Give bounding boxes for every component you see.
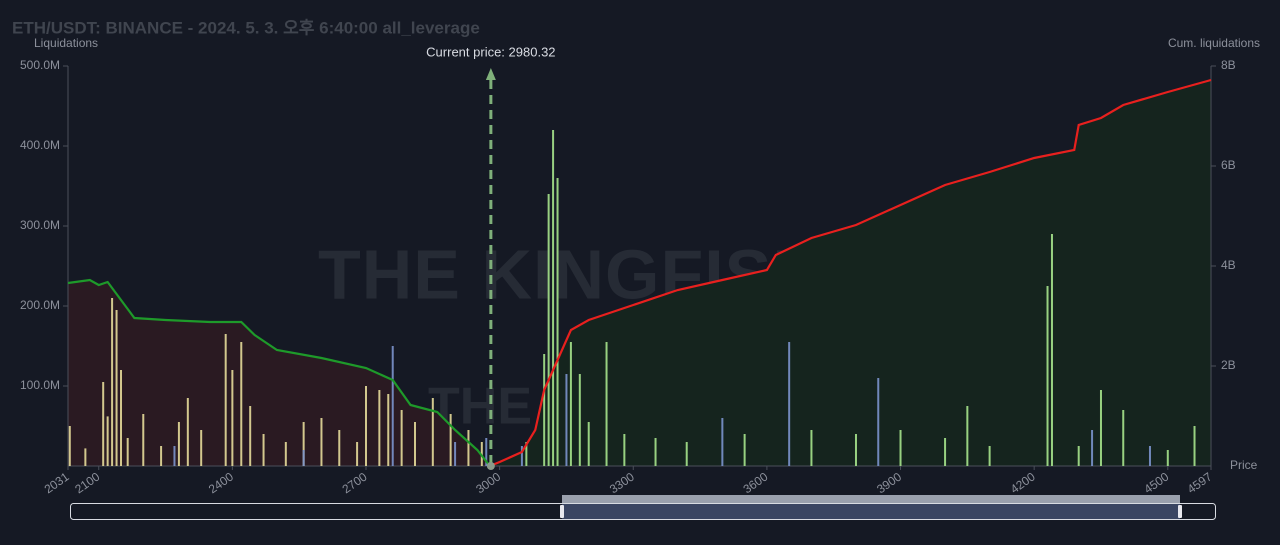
bar	[899, 430, 902, 466]
chart-title: ETH/USDT: BINANCE - 2024. 5. 3. 오후 6:40:…	[12, 17, 480, 37]
bar	[302, 450, 305, 466]
bar	[284, 442, 287, 466]
current-price-arrowhead	[485, 68, 496, 80]
bar	[1193, 426, 1196, 466]
bar	[966, 406, 969, 466]
slider-handle[interactable]	[560, 505, 564, 518]
cum-line	[67, 278, 491, 467]
range-slider[interactable]	[70, 495, 1216, 520]
slider-drag-bar[interactable]	[562, 495, 1180, 503]
current-price-dot	[486, 462, 495, 470]
y-tick-label: 100.0M	[20, 378, 60, 392]
bar	[988, 446, 991, 466]
bar	[338, 430, 341, 466]
bar	[413, 422, 416, 466]
bar	[721, 418, 724, 466]
bar	[302, 422, 305, 466]
bar	[547, 194, 550, 466]
bar	[565, 374, 568, 466]
slider-selection[interactable]	[562, 504, 1180, 519]
bar	[854, 434, 857, 466]
bar	[743, 434, 746, 466]
bar	[556, 178, 559, 466]
bar	[449, 414, 452, 466]
bar	[543, 354, 546, 466]
bar	[84, 448, 87, 466]
bar	[142, 414, 145, 466]
cum-area	[68, 280, 490, 466]
bar	[378, 390, 381, 466]
bar	[111, 298, 114, 466]
bar	[224, 334, 227, 466]
bar	[605, 342, 608, 466]
bar	[364, 386, 367, 466]
bar	[1077, 446, 1080, 466]
bar	[391, 346, 394, 466]
y2-tick-label: 4B	[1221, 258, 1236, 272]
bar	[231, 370, 234, 466]
bar	[356, 442, 359, 466]
current-price-label: Current price: 2980.32	[426, 44, 555, 59]
y2-tick-label: 2B	[1221, 358, 1236, 372]
cum-area	[489, 80, 1211, 466]
bar	[1122, 410, 1125, 466]
plot: 100.0M200.0M300.0M400.0M500.0M2B4B6B8B20…	[20, 44, 1236, 496]
bar	[467, 430, 470, 466]
cum-line	[489, 78, 1212, 468]
y2-tick-label: 6B	[1221, 158, 1236, 172]
bar	[520, 446, 523, 466]
bar	[126, 438, 129, 466]
y-tick-label: 200.0M	[20, 298, 60, 312]
y-tick-label: 400.0M	[20, 138, 60, 152]
bar	[1099, 390, 1102, 466]
bar	[1166, 450, 1169, 466]
bar	[400, 410, 403, 466]
bar	[1148, 446, 1151, 466]
y2-tick-label: 8B	[1221, 58, 1236, 72]
bar	[120, 370, 123, 466]
bar	[788, 342, 791, 466]
bar	[160, 446, 163, 466]
bar	[654, 438, 657, 466]
y-axis-label: Liquidations	[34, 36, 98, 50]
slider-track[interactable]	[70, 503, 1216, 520]
slider-handle[interactable]	[1178, 505, 1182, 518]
bar	[1046, 286, 1049, 466]
bar	[569, 342, 572, 466]
bar	[578, 374, 581, 466]
bar	[68, 426, 71, 466]
bar	[431, 398, 434, 466]
bar	[240, 342, 243, 466]
bar	[102, 382, 105, 466]
bar	[200, 430, 203, 466]
y2-axis-label: Cum. liquidations	[1168, 36, 1260, 50]
bar	[685, 442, 688, 466]
bar	[944, 438, 947, 466]
bar	[173, 446, 176, 466]
bar	[1091, 430, 1094, 466]
bar	[587, 422, 590, 466]
bar	[262, 434, 265, 466]
bar	[1050, 234, 1053, 466]
bar	[186, 398, 189, 466]
bar	[454, 442, 457, 466]
bar	[877, 378, 880, 466]
bar	[106, 416, 109, 466]
bar	[320, 418, 323, 466]
bar	[810, 430, 813, 466]
bar	[115, 310, 118, 466]
x-axis-label: Price	[1230, 458, 1258, 472]
bar	[552, 130, 555, 466]
bar	[485, 438, 488, 466]
bar	[623, 434, 626, 466]
bar	[249, 406, 252, 466]
bar	[387, 394, 390, 466]
y-tick-label: 500.0M	[20, 58, 60, 72]
bar	[177, 422, 180, 466]
y-tick-label: 300.0M	[20, 218, 60, 232]
bar	[525, 442, 528, 466]
